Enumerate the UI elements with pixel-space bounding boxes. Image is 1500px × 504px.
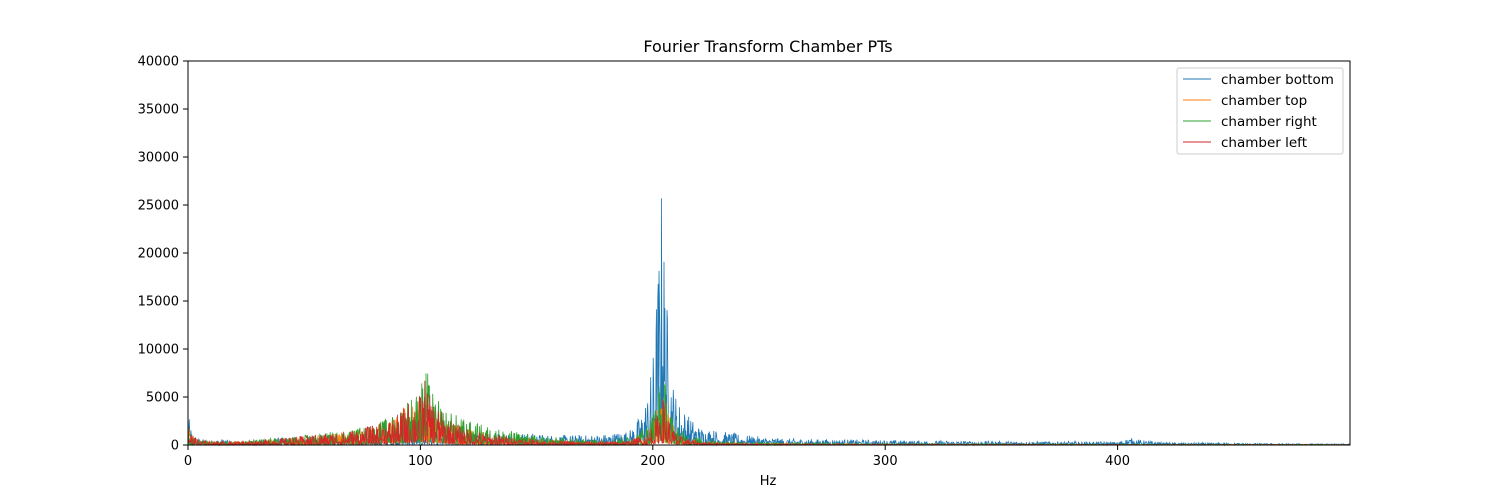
x-tick-label: 400 <box>1105 454 1130 469</box>
legend-label: chamber left <box>1221 135 1307 151</box>
plot-area <box>188 61 1350 445</box>
legend-label: chamber right <box>1221 114 1317 130</box>
x-tick-label: 300 <box>873 454 898 469</box>
y-tick-label: 30000 <box>138 151 179 166</box>
legend-label: chamber bottom <box>1221 72 1334 88</box>
y-tick-label: 20000 <box>138 247 179 262</box>
x-axis: 0 100 200 300 400 <box>184 445 1130 469</box>
y-tick-label: 15000 <box>138 295 179 310</box>
y-tick-label: 35000 <box>138 103 179 118</box>
x-tick-label: 200 <box>640 454 665 469</box>
legend-label: chamber top <box>1221 93 1307 109</box>
y-tick-label: 10000 <box>138 343 179 358</box>
y-tick-label: 5000 <box>146 391 179 406</box>
legend: chamber bottom chamber top chamber right ch… <box>1176 67 1344 155</box>
chart-title: Fourier Transform Chamber PTs <box>643 37 892 56</box>
legend-box <box>1176 67 1344 155</box>
x-axis-label: Hz <box>760 474 777 489</box>
x-tick-label: 0 <box>184 454 192 469</box>
y-tick-label: 0 <box>171 439 179 454</box>
y-tick-label: 40000 <box>138 55 179 70</box>
y-axis: 0 5000 10000 15000 20000 25000 30000 35000 40000 <box>138 55 188 454</box>
y-tick-label: 25000 <box>138 199 179 214</box>
x-tick-label: 100 <box>408 454 433 469</box>
